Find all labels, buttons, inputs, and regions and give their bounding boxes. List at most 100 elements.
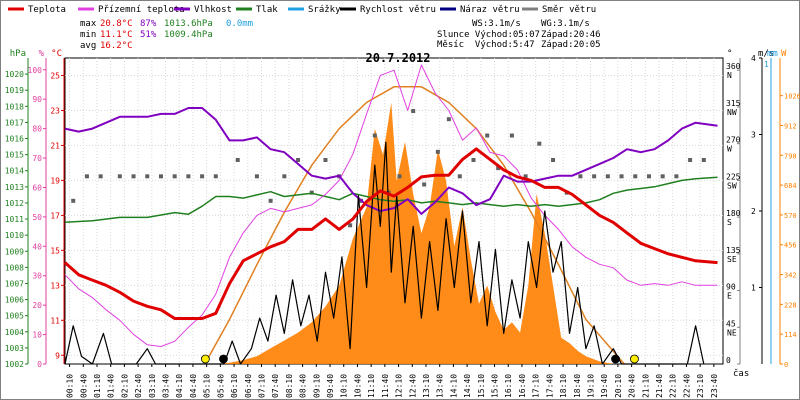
direction-tick-label: 270 — [726, 136, 741, 145]
wind-tick-label: 2 — [751, 207, 756, 216]
direction-point — [660, 174, 665, 179]
solar-tick-label: 798 — [784, 152, 797, 160]
direction-tick-label: 360 — [726, 62, 741, 71]
solar-axis-unit: W — [781, 49, 787, 59]
direction-point — [131, 174, 136, 179]
stats-min-label: min — [80, 30, 96, 40]
legend-label: Náraz větru — [460, 5, 520, 15]
direction-axis-unit: ° — [727, 49, 732, 59]
direction-point — [200, 174, 205, 179]
humidity-tick-label: 90 — [32, 95, 42, 104]
legend-label: Tlak — [256, 5, 278, 15]
direction-compass-label: NE — [727, 328, 737, 337]
direction-point — [646, 174, 651, 179]
direction-compass-label: SW — [727, 181, 737, 190]
direction-compass-label: S — [727, 218, 732, 227]
x-tick-label: 20:40 — [628, 374, 637, 398]
humidity-line — [64, 107, 718, 215]
x-tick-label: 11:10 — [367, 374, 376, 398]
pressure-tick-label: 1019 — [5, 86, 24, 95]
x-tick-label: 09:40 — [326, 374, 335, 398]
x-tick-label: 00:40 — [79, 374, 88, 398]
pressure-tick-label: 1017 — [5, 118, 24, 127]
rain-tick-label: 1 — [764, 60, 769, 69]
direction-point — [509, 133, 514, 138]
direction-point — [688, 158, 693, 162]
temperature-tick-label: 17 — [50, 211, 60, 220]
temperature-axis-unit: °C — [51, 49, 62, 59]
pressure-tick-label: 1003 — [5, 344, 24, 353]
solar-tick-label: 228 — [784, 301, 797, 309]
temperature-tick-label: 13 — [50, 281, 60, 290]
direction-point — [674, 174, 679, 179]
solar-tick-label: 912 — [784, 122, 797, 130]
direction-tick-label: 180 — [726, 209, 741, 218]
x-tick-label: 04:40 — [189, 374, 198, 398]
pressure-tick-label: 1012 — [5, 199, 24, 208]
direction-point — [213, 174, 218, 179]
pressure-tick-label: 1011 — [5, 215, 24, 224]
direction-compass-label: SE — [727, 255, 737, 264]
direction-point — [701, 158, 706, 162]
solar-tick-label: 0 — [784, 361, 788, 369]
x-tick-label: 18:40 — [573, 374, 582, 398]
humidity-tick-label: 80 — [32, 125, 42, 134]
x-tick-label: 23:40 — [710, 374, 719, 398]
x-tick-label: 22:10 — [669, 374, 678, 398]
x-tick-label: 22:40 — [682, 374, 691, 398]
x-tick-label: 19:40 — [600, 374, 609, 398]
x-tick-label: 08:10 — [285, 374, 294, 398]
x-tick-label: 01:40 — [107, 374, 116, 398]
x-tick-label: 20:10 — [614, 374, 623, 398]
direction-point — [145, 174, 150, 179]
pressure-line — [64, 176, 718, 224]
x-tick-label: 03:40 — [162, 374, 171, 398]
direction-point — [422, 182, 427, 187]
x-axis-label: čas — [733, 368, 749, 379]
x-tick-label: 19:10 — [586, 374, 595, 398]
rain-axis-unit: mm — [767, 49, 778, 59]
stats-max-label: max — [80, 19, 97, 29]
humidity-tick-label: 70 — [32, 154, 42, 163]
direction-point — [457, 174, 462, 179]
direction-point — [435, 149, 440, 154]
theoretical-solar-line — [204, 86, 625, 365]
direction-point — [71, 198, 76, 203]
direction-point — [348, 223, 353, 228]
x-tick-label: 11:40 — [381, 374, 390, 398]
legend-label: Přízemní teplota — [98, 5, 185, 15]
ground-temperature-line — [64, 64, 718, 347]
x-tick-label: 05:10 — [203, 374, 212, 398]
pressure-tick-label: 1007 — [5, 279, 24, 288]
x-tick-label: 13:10 — [422, 374, 431, 398]
pressure-tick-label: 1008 — [5, 263, 24, 272]
direction-tick-label: 45 — [726, 319, 736, 328]
direction-point — [98, 174, 103, 179]
humidity-tick-label: 0 — [37, 360, 42, 369]
pressure-tick-label: 1016 — [5, 135, 24, 144]
humidity-axis-unit: % — [39, 49, 45, 59]
sunrise-marker — [200, 354, 210, 364]
direction-point — [471, 158, 476, 162]
direction-point — [235, 158, 240, 162]
x-tick-label: 18:10 — [559, 374, 568, 398]
x-tick-label: 12:10 — [395, 374, 404, 398]
solar-tick-label: 456 — [784, 242, 797, 250]
x-tick-label: 00:10 — [66, 374, 75, 398]
direction-compass-label: W — [727, 145, 732, 154]
solar-tick-label: 1026 — [784, 93, 800, 101]
stats-max-hum: 87% — [140, 19, 157, 29]
direction-point — [282, 174, 287, 179]
direction-point — [485, 133, 490, 138]
pressure-tick-label: 1006 — [5, 296, 24, 305]
direction-compass-label: E — [727, 292, 732, 301]
stats-min-hum: 51% — [140, 30, 157, 40]
direction-point — [605, 174, 610, 179]
pressure-tick-label: 1009 — [5, 247, 24, 256]
stats-block: max 20.8°C 87% 1013.6hPa 0.0mm min 11.1°… — [80, 19, 253, 51]
x-tick-label: 05:40 — [216, 374, 225, 398]
pressure-tick-label: 1010 — [5, 231, 24, 240]
direction-point — [254, 174, 259, 179]
x-tick-label: 06:40 — [244, 374, 253, 398]
humidity-tick-label: 60 — [32, 183, 42, 192]
